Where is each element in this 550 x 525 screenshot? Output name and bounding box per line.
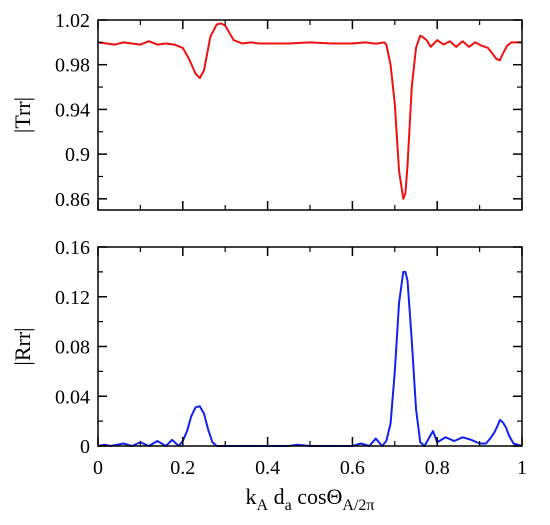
x-tick-label: 0.6 xyxy=(340,457,365,479)
top-panel-trr: 0.86 0.9 0.94 0.98 1.02 |Trr| xyxy=(10,10,523,211)
y-tick-label: 0.9 xyxy=(65,144,90,166)
y-axis-label: |Rrr| xyxy=(10,327,35,365)
y-tick-label: 0.12 xyxy=(55,287,90,309)
x-tick-label: 1 xyxy=(517,457,527,479)
x-axis-label: kA da cosΘA/2π xyxy=(246,484,375,514)
bottom-axes-frame xyxy=(97,246,523,447)
x-tick-label: 0 xyxy=(93,457,103,479)
y-tick-label: 0.16 xyxy=(55,237,90,259)
y-tick-label: 0.86 xyxy=(55,189,90,211)
x-tick-label: 0.4 xyxy=(255,457,280,479)
y-tick-label: 1.02 xyxy=(55,10,90,32)
y-tick-label: 0.98 xyxy=(55,55,90,77)
y-tick-label: 0.94 xyxy=(55,99,90,121)
y-tick-label: 0 xyxy=(80,436,90,458)
bottom-series-line-0 xyxy=(97,270,523,447)
top-series-line-0 xyxy=(97,22,522,200)
y-tick-label: 0.08 xyxy=(55,337,90,359)
y-tick-label: 0.04 xyxy=(55,386,90,408)
x-tick-label: 0.8 xyxy=(425,457,450,479)
y-axis-label: |Trr| xyxy=(10,97,35,133)
bottom-panel-rrr: 0 0.2 0.4 0.6 0.8 1 0 0.04 0.08 0.12 0.16 |Rrr| kA d… xyxy=(10,237,527,514)
top-axes-frame xyxy=(97,19,523,211)
x-tick-label: 0.2 xyxy=(170,457,195,479)
